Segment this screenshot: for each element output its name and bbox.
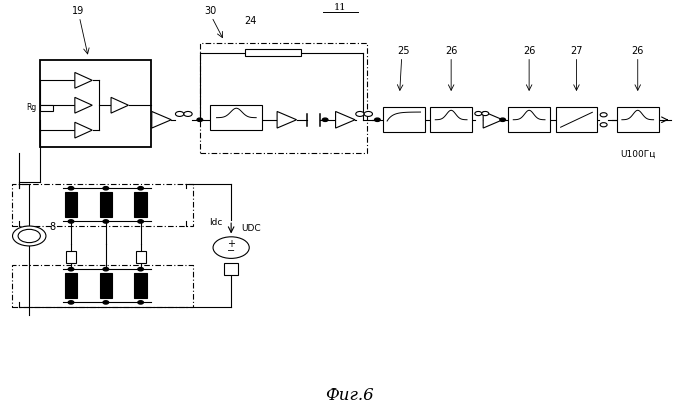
Bar — [617, 107, 658, 132]
Text: 25: 25 — [398, 46, 410, 56]
Text: 19: 19 — [72, 6, 84, 16]
Circle shape — [103, 186, 108, 190]
Bar — [245, 49, 301, 56]
Circle shape — [600, 123, 607, 127]
Circle shape — [375, 118, 380, 121]
Text: Фиг.6: Фиг.6 — [325, 387, 374, 404]
Circle shape — [138, 220, 143, 223]
Bar — [134, 192, 147, 217]
Text: U100Гц: U100Гц — [620, 150, 656, 159]
Bar — [65, 192, 78, 217]
Bar — [224, 262, 238, 275]
Bar — [200, 43, 367, 153]
Bar — [66, 250, 76, 263]
Circle shape — [103, 301, 108, 304]
Circle shape — [69, 186, 74, 190]
Bar — [65, 273, 78, 298]
Polygon shape — [277, 111, 296, 128]
Circle shape — [175, 111, 184, 116]
Polygon shape — [75, 122, 92, 138]
Circle shape — [356, 111, 364, 116]
Circle shape — [69, 301, 74, 304]
Circle shape — [69, 220, 74, 223]
Text: −: − — [227, 246, 235, 256]
Circle shape — [18, 229, 41, 243]
Polygon shape — [75, 72, 92, 88]
Circle shape — [138, 268, 143, 271]
Text: 27: 27 — [570, 46, 583, 56]
Text: 11: 11 — [334, 3, 347, 12]
Text: Idc: Idc — [210, 218, 223, 227]
Text: 8: 8 — [49, 222, 55, 232]
Polygon shape — [336, 111, 355, 128]
Bar — [383, 107, 425, 132]
Circle shape — [69, 268, 74, 271]
Circle shape — [184, 111, 192, 116]
Text: 30: 30 — [204, 6, 217, 16]
Bar — [556, 107, 598, 132]
Bar — [40, 60, 151, 147]
Text: 24: 24 — [245, 16, 257, 26]
Text: 26: 26 — [632, 46, 644, 56]
Bar — [99, 192, 112, 217]
Polygon shape — [111, 97, 129, 113]
Bar — [134, 273, 147, 298]
Bar — [210, 105, 262, 130]
Circle shape — [475, 111, 482, 116]
Circle shape — [322, 118, 328, 121]
Polygon shape — [75, 97, 92, 113]
Text: Rg: Rg — [26, 103, 36, 112]
Bar — [136, 250, 145, 263]
Bar — [12, 265, 193, 307]
Circle shape — [600, 113, 607, 117]
Polygon shape — [483, 111, 503, 128]
Text: +: + — [227, 239, 235, 249]
Circle shape — [364, 111, 373, 116]
Circle shape — [197, 118, 203, 121]
Bar — [41, 105, 53, 111]
Circle shape — [213, 237, 250, 258]
Bar — [508, 107, 550, 132]
Bar — [99, 273, 112, 298]
Text: UDC: UDC — [241, 224, 261, 233]
Text: 26: 26 — [523, 46, 535, 56]
Circle shape — [500, 118, 505, 121]
Bar — [431, 107, 472, 132]
Circle shape — [138, 301, 143, 304]
Text: 26: 26 — [445, 46, 457, 56]
Circle shape — [103, 220, 108, 223]
Circle shape — [482, 111, 489, 116]
Polygon shape — [152, 111, 171, 128]
Circle shape — [138, 186, 143, 190]
Bar — [12, 184, 193, 226]
Circle shape — [103, 268, 108, 271]
Circle shape — [13, 226, 46, 246]
